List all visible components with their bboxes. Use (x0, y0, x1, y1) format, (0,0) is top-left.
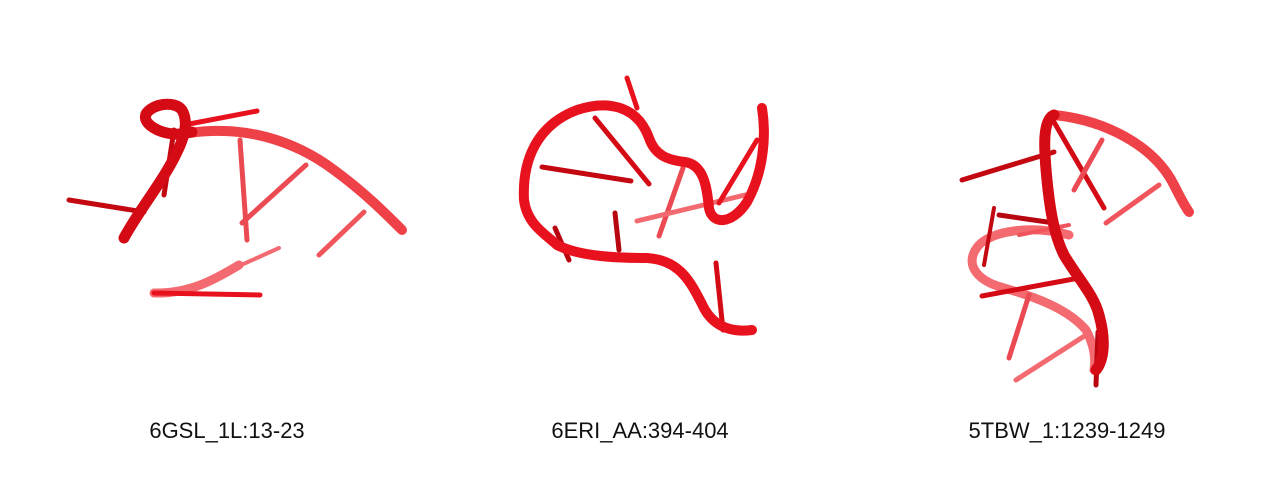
structure-label-2: 6ERI_AA:394-404 (551, 418, 729, 443)
structure-label-1: 6GSL_1L:13-23 (149, 418, 305, 443)
base-3g (979, 275, 1082, 299)
base-1b (181, 108, 260, 128)
structure-label-3: 5TBW_1:1239-1249 (968, 418, 1166, 443)
base-3i (1013, 332, 1089, 383)
backbone-main-1 (184, 125, 407, 235)
base-1c (237, 137, 250, 243)
base-2i (713, 260, 726, 333)
base-2g (612, 210, 622, 253)
base-3h (1006, 292, 1032, 361)
backbone-front-3 (1039, 109, 1109, 376)
structure-panel-2: 6ERI_AA:394-404 (427, 0, 853, 480)
backbone-back-3 (967, 225, 1100, 375)
base-1d (239, 162, 309, 226)
base-3d (1103, 182, 1162, 226)
base-2e (634, 192, 748, 224)
base-2a (624, 75, 640, 111)
base-1g (197, 246, 281, 286)
base-2f (716, 137, 760, 206)
backbone-front-1 (118, 98, 198, 244)
base-3a (959, 149, 1057, 183)
backbone-main-2 (518, 100, 769, 336)
rna-structure-1 (66, 98, 407, 298)
backbone-right-3 (1049, 110, 1194, 217)
structure-panel-3: 5TBW_1:1239-1249 (854, 0, 1280, 480)
structure-panel-1: 6GSL_1L:13-23 (14, 0, 440, 480)
base-3k (1017, 223, 1071, 237)
base-3c (1071, 137, 1105, 193)
base-2c (539, 164, 634, 184)
base-3b (1051, 119, 1107, 211)
base-1e (316, 209, 367, 258)
base-1f (151, 290, 263, 298)
base-2b (592, 115, 652, 187)
base-2d (656, 165, 686, 239)
base-3f (982, 206, 996, 267)
base-1a (66, 197, 147, 215)
rna-structure-2 (518, 75, 769, 336)
rna-structure-3 (959, 109, 1194, 388)
base-3e (996, 212, 1057, 226)
backbone-back-1 (149, 260, 244, 298)
